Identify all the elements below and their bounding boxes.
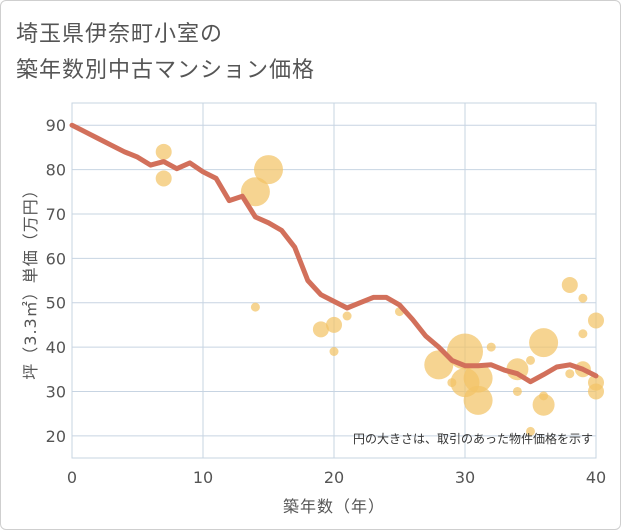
data-bubble bbox=[512, 386, 522, 396]
x-tick-label: 40 bbox=[586, 468, 606, 487]
data-bubble bbox=[312, 321, 329, 338]
data-bubble bbox=[565, 369, 575, 379]
data-bubble bbox=[463, 363, 493, 393]
y-tick-label: 40 bbox=[46, 338, 66, 357]
data-bubble bbox=[588, 312, 604, 329]
average-price-line bbox=[69, 122, 599, 385]
y-tick-label: 50 bbox=[46, 294, 66, 313]
y-tick-label: 70 bbox=[46, 205, 66, 224]
data-bubble bbox=[588, 383, 604, 400]
y-axis-label: 坪（3.3㎡）単価（万円） bbox=[21, 181, 40, 379]
plot-border bbox=[71, 102, 597, 459]
data-bubble bbox=[578, 293, 588, 303]
data-bubble bbox=[254, 155, 283, 185]
data-bubble bbox=[250, 302, 260, 312]
bubble-size-note: 円の大きさは、取引のあった物件価格を示す bbox=[353, 431, 593, 446]
data-bubble bbox=[326, 316, 342, 333]
y-tick-label: 60 bbox=[46, 249, 66, 268]
x-tick-label: 20 bbox=[324, 468, 344, 487]
data-bubble bbox=[155, 170, 172, 187]
y-tick-label: 80 bbox=[46, 161, 66, 180]
chart-title-line2: 築年数別中古マンション価格 bbox=[16, 58, 316, 83]
y-tick-label: 90 bbox=[46, 116, 66, 135]
x-axis-label: 築年数（年） bbox=[283, 497, 385, 516]
data-bubble bbox=[539, 391, 549, 401]
line-layer bbox=[69, 122, 599, 385]
data-bubble bbox=[486, 342, 496, 352]
x-tick-label: 10 bbox=[193, 468, 213, 487]
data-bubble bbox=[155, 143, 172, 160]
data-bubble bbox=[342, 311, 352, 321]
x-tick-label: 0 bbox=[67, 468, 77, 487]
data-bubble bbox=[578, 329, 588, 339]
x-tick-label: 30 bbox=[455, 468, 475, 487]
data-bubble bbox=[329, 347, 339, 356]
data-bubble bbox=[532, 393, 555, 416]
data-bubble bbox=[526, 355, 535, 365]
chart-title-line1: 埼玉県伊奈町小室の bbox=[16, 22, 224, 47]
data-bubble bbox=[463, 385, 493, 415]
data-bubble bbox=[240, 177, 270, 207]
data-bubble bbox=[529, 328, 559, 358]
y-tick-label: 20 bbox=[46, 427, 66, 446]
data-bubble bbox=[561, 276, 578, 293]
data-bubble bbox=[526, 426, 535, 436]
tick-labels: 20 30 40 50 60 70 80 90 0 10 20 30 40 bbox=[46, 116, 607, 487]
y-tick-label: 30 bbox=[46, 382, 66, 401]
